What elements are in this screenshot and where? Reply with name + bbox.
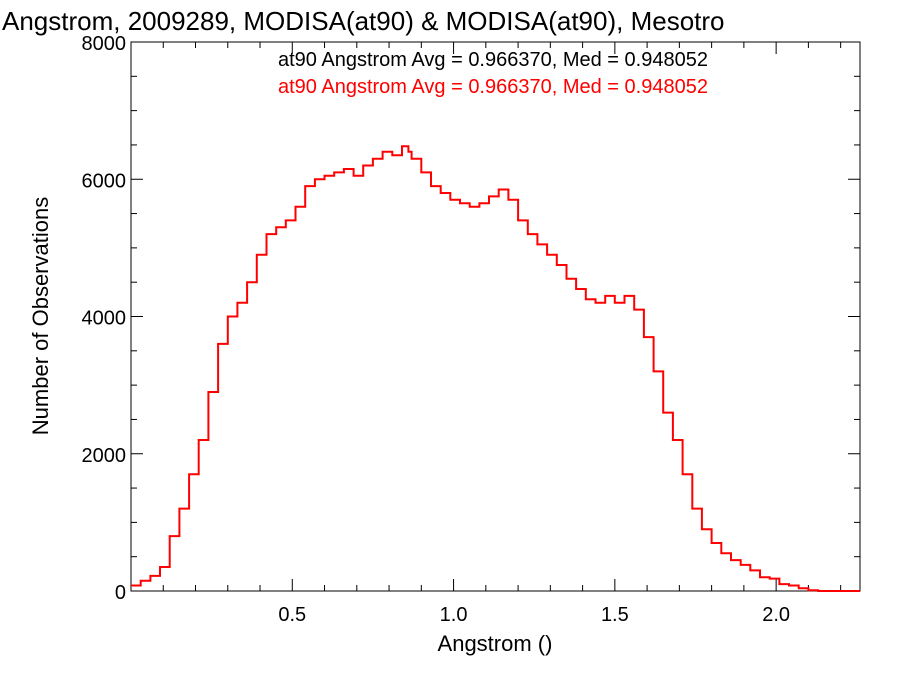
plot-frame xyxy=(130,41,861,592)
y-tick-label: 0 xyxy=(115,582,126,604)
y-tick-label: 8000 xyxy=(82,33,127,55)
histogram-series-line xyxy=(131,145,860,592)
x-tick-label: 1.0 xyxy=(440,604,468,626)
y-tick-label: 2000 xyxy=(82,445,127,467)
x-axis-label: Angstrom () xyxy=(438,631,553,656)
chart-title: Angstrom, 2009289, MODISA(at90) & MODISA… xyxy=(2,6,725,36)
x-tick-label: 0.5 xyxy=(278,604,306,626)
x-tick-label: 1.5 xyxy=(601,604,629,626)
y-tick-label: 6000 xyxy=(82,170,127,192)
stats-annotation-red: at90 Angstrom Avg = 0.966370, Med = 0.94… xyxy=(278,76,708,98)
y-axis-label: Number of Observations xyxy=(28,197,53,435)
x-tick-label: 2.0 xyxy=(762,604,790,626)
stats-annotation-black: at90 Angstrom Avg = 0.966370, Med = 0.94… xyxy=(278,49,708,71)
y-tick-label: 4000 xyxy=(82,308,127,330)
